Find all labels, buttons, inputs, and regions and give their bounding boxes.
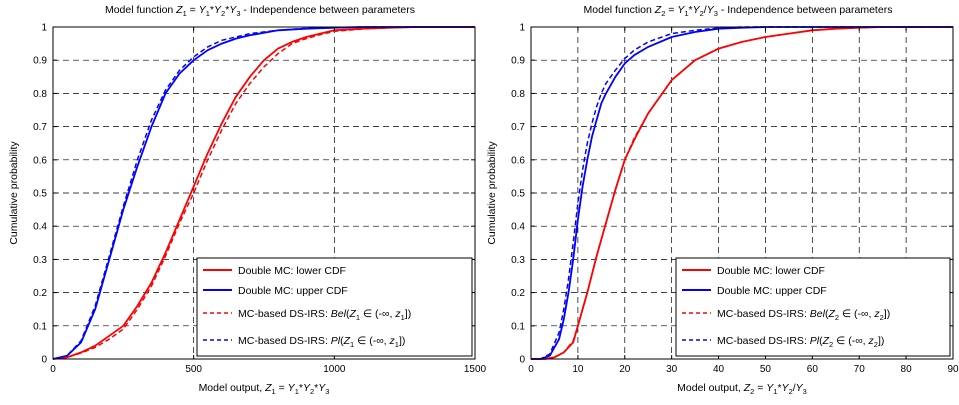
legend: Double MC: lower CDF Double MC: upper CD… [196, 257, 473, 357]
y-tick-label: 0.4 [511, 222, 525, 233]
y-tick-label: 0.7 [511, 122, 525, 133]
y-tick-label: 0.9 [511, 56, 525, 67]
chart-right: Model function Z2 = Y1*Y2/Y3 - Independe… [486, 4, 959, 396]
legend-label-pl: MC-based DS-IRS: Pl(Z2 ∈ (-∞, z2]) [717, 335, 884, 349]
y-tick-label: 0.6 [511, 155, 525, 166]
y-tick-label: 0.1 [33, 321, 47, 332]
series-line-3 [531, 26, 953, 360]
x-tick-label: 0 [50, 364, 56, 375]
axis-ticks: 0 10 20 30 40 50 60 70 80 90 0 0.1 0.2 0.3 0.4 0.5 0.6 0.… [511, 23, 959, 376]
legend-box [196, 257, 473, 357]
x-tick-label: 0 [528, 364, 534, 375]
legend-label-pl: MC-based DS-IRS: Pl(Z1 ∈ (-∞, z1]) [238, 335, 405, 349]
chart-title: Model function Z1 = Y1*Y2*Y3 - Independe… [105, 4, 415, 18]
x-tick-label: 60 [807, 364, 819, 375]
legend-label-upper-cdf: Double MC: upper CDF [717, 285, 827, 297]
y-tick-label: 0.6 [33, 155, 47, 166]
y-tick-label: 0.3 [511, 255, 525, 266]
legend-label-upper-cdf: Double MC: upper CDF [238, 285, 348, 297]
y-tick-label: 1 [519, 23, 525, 34]
y-tick-label: 0.8 [33, 89, 47, 100]
legend: Double MC: lower CDF Double MC: upper CD… [675, 257, 951, 357]
y-tick-label: 0 [41, 355, 47, 366]
x-axis-label: Model output, Z1 = Y1*Y2*Y3 [199, 382, 330, 396]
x-tick-label: 90 [947, 364, 959, 375]
x-tick-label: 40 [713, 364, 725, 375]
y-tick-label: 0.1 [511, 321, 525, 332]
x-tick-label: 20 [619, 364, 631, 375]
x-tick-label: 1000 [323, 364, 346, 375]
legend-label-lower-cdf: Double MC: lower CDF [717, 265, 825, 277]
chart-left: Model function Z1 = Y1*Y2*Y3 - Independe… [8, 4, 487, 396]
legend-label-bel: MC-based DS-IRS: Bel(Z2 ∈ (-∞, z2]) [717, 308, 890, 322]
x-tick-label: 50 [760, 364, 772, 375]
x-tick-label: 30 [666, 364, 678, 375]
x-axis-label: Model output, Z2 = Y1*Y2/Y3 [677, 382, 807, 396]
y-tick-label: 0.3 [33, 255, 47, 266]
series-line-3 [52, 26, 475, 360]
legend-label-bel: MC-based DS-IRS: Bel(Z1 ∈ (-∞, z1]) [238, 308, 411, 322]
x-tick-label: 70 [854, 364, 866, 375]
y-tick-label: 1 [41, 23, 47, 34]
y-axis-label: Cumulative probability [486, 141, 498, 245]
y-axis-label: Cumulative probability [8, 141, 20, 245]
y-tick-label: 0.7 [33, 122, 47, 133]
y-tick-label: 0.5 [33, 189, 47, 200]
legend-box [675, 257, 951, 357]
x-tick-label: 10 [572, 364, 584, 375]
y-tick-label: 0.4 [33, 222, 47, 233]
y-tick-label: 0 [519, 355, 525, 366]
x-tick-label: 1500 [464, 364, 487, 375]
x-tick-label: 500 [185, 364, 202, 375]
legend-label-lower-cdf: Double MC: lower CDF [238, 265, 346, 277]
y-tick-label: 0.8 [511, 89, 525, 100]
y-tick-label: 0.2 [33, 288, 47, 299]
x-tick-label: 80 [901, 364, 913, 375]
series-line-4 [52, 26, 475, 360]
y-tick-label: 0.2 [511, 288, 525, 299]
y-tick-label: 0.5 [511, 189, 525, 200]
chart-title: Model function Z2 = Y1*Y2/Y3 - Independe… [584, 4, 893, 18]
y-tick-label: 0.9 [33, 56, 47, 67]
